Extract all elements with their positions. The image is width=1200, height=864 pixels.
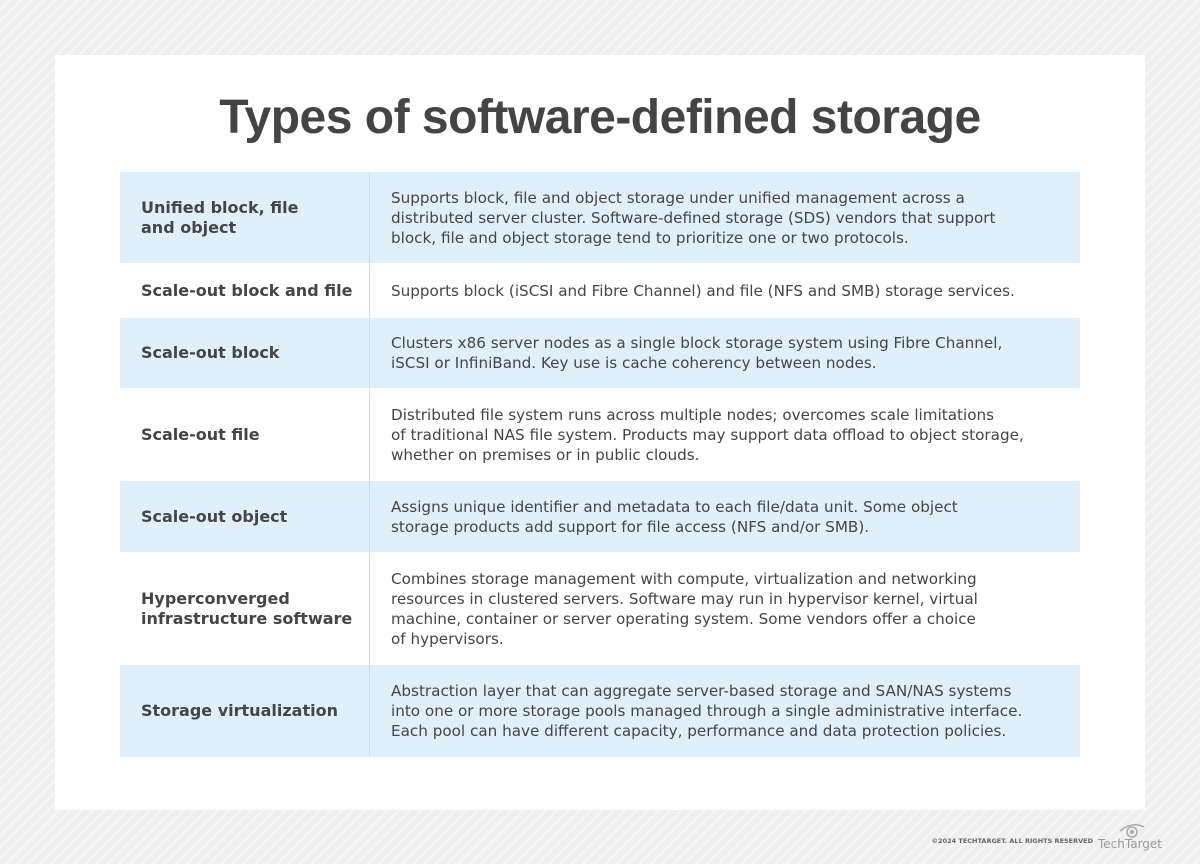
- table-row: Unified block, file and object Supports b…: [120, 172, 1080, 263]
- page-title: Types of software-defined storage: [219, 91, 981, 144]
- table-row: Scale-out file Distributed file system ru…: [120, 388, 1080, 481]
- storage-type-label: Scale-out block: [141, 343, 280, 362]
- storage-type-label: Scale-out object: [141, 506, 288, 526]
- storage-type: Storage virtualization: [120, 665, 370, 757]
- eye-icon: [1119, 824, 1145, 838]
- storage-type-label: Scale-out block and file: [141, 280, 353, 300]
- storage-type-description: Assigns unique identifier and metadata t…: [391, 497, 958, 536]
- table-row: Storage virtualization Abstraction layer …: [120, 665, 1080, 757]
- storage-type-description: Supports block, file and object storage …: [391, 188, 996, 247]
- table-row: Hyperconverged infrastructure software Co…: [120, 552, 1080, 665]
- storage-type: Hyperconverged infrastructure software: [120, 552, 370, 665]
- storage-type-label: Unified block, file and object: [141, 197, 299, 237]
- storage-type-description: Clusters x86 server nodes as a single bl…: [391, 334, 1003, 372]
- storage-type: Scale-out file: [120, 388, 370, 481]
- storage-type-label: Storage virtualization: [141, 701, 338, 720]
- storage-type-label: Hyperconverged infrastructure software: [141, 588, 353, 628]
- storage-type-description: Abstraction layer that can aggregate ser…: [391, 682, 1023, 740]
- storage-type-description: Distributed file system runs across mult…: [391, 405, 1024, 464]
- table-row: Scale-out block and file Supports block (…: [120, 263, 1080, 318]
- storage-type: Scale-out block: [120, 318, 370, 388]
- copyright: ©2024 TECHTARGET. ALL RIGHTS RESERVED: [931, 837, 1093, 845]
- storage-type-description: Supports block (iSCSI and Fibre Channel)…: [391, 281, 1015, 300]
- table-row: Scale-out block Clusters x86 server nodes…: [120, 318, 1080, 388]
- storage-type: Scale-out object: [120, 481, 370, 552]
- storage-type-label: Scale-out file: [141, 424, 260, 444]
- storage-type: Scale-out block and file: [120, 263, 370, 318]
- storage-types-table: Unified block, file and object Supports b…: [120, 172, 1080, 757]
- storage-type-description: Combines storage management with compute…: [391, 569, 978, 648]
- techtarget-logo: TechTarget: [1098, 823, 1162, 851]
- storage-type: Unified block, file and object: [120, 172, 370, 263]
- table-row: Scale-out object Assigns unique identifie…: [120, 481, 1080, 552]
